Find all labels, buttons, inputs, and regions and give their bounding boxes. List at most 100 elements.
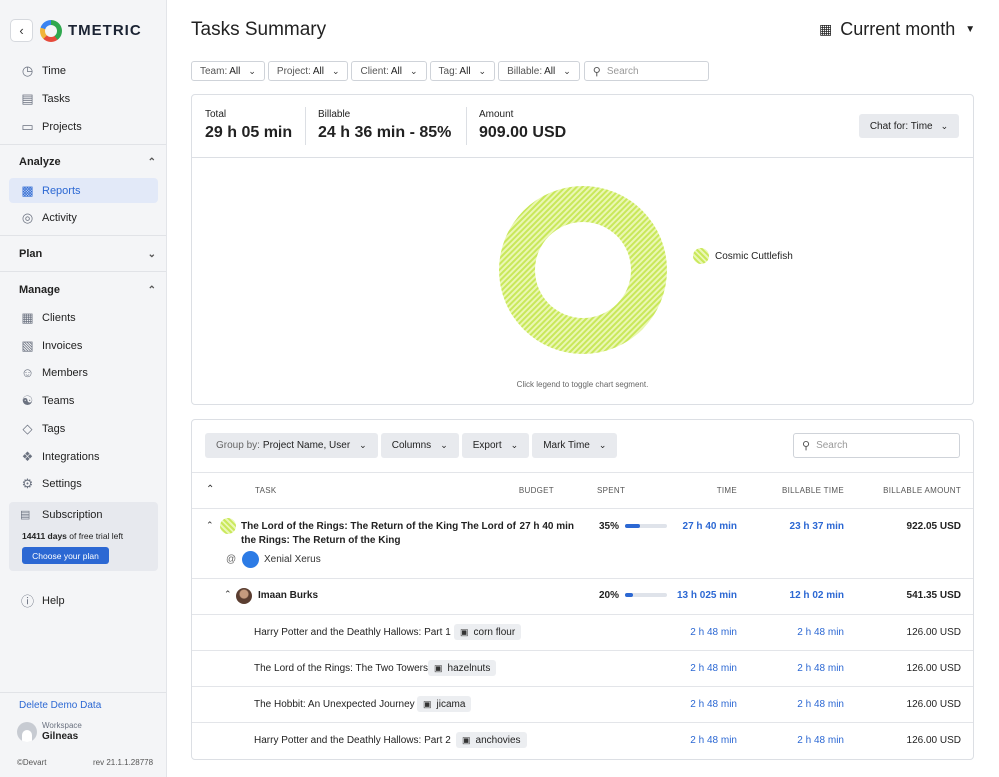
export-dropdown[interactable]: Export ⌄ bbox=[461, 433, 530, 458]
chevron-up-icon[interactable]: ⌃ bbox=[206, 520, 214, 530]
section-analyze[interactable]: Analyze ⌃ bbox=[19, 156, 156, 168]
clock-icon: ◷ bbox=[21, 62, 34, 78]
sidebar-item-time[interactable]: ◷ Time bbox=[9, 58, 158, 83]
subscription-label: Subscription bbox=[42, 508, 103, 521]
sidebar-item-tags[interactable]: ◇ Tags bbox=[9, 416, 158, 441]
tag-label: hazelnuts bbox=[447, 662, 491, 674]
task-time[interactable]: 2 h 48 min bbox=[690, 663, 737, 674]
chart-hint: Click legend to toggle chart segment. bbox=[516, 380, 649, 389]
period-label: Current month bbox=[840, 19, 956, 39]
sidebar-item-projects[interactable]: ▭ Projects bbox=[9, 114, 158, 139]
chevron-down-icon: ⌄ bbox=[331, 65, 340, 76]
task-time[interactable]: 2 h 48 min bbox=[690, 627, 737, 638]
user-icon: ☺ bbox=[20, 365, 35, 380]
project-time[interactable]: 27 h 40 min bbox=[682, 521, 737, 532]
task-billable-time[interactable]: 2 h 48 min bbox=[797, 627, 844, 638]
task-billable-time[interactable]: 2 h 48 min bbox=[797, 735, 844, 746]
person-time[interactable]: 13 h 025 min bbox=[676, 590, 737, 601]
person-spent-bar bbox=[625, 593, 667, 597]
brand: ‹ TMETRIC bbox=[10, 19, 142, 42]
task-tag[interactable]: ▣ anchovies bbox=[456, 732, 527, 748]
chevron-up-icon[interactable]: ⌃ bbox=[224, 589, 232, 599]
sidebar-item-help[interactable]: ⓘ Help bbox=[9, 588, 158, 613]
task-billable-time[interactable]: 2 h 48 min bbox=[797, 699, 844, 710]
divider bbox=[0, 271, 166, 272]
sidebar-item-label: Invoices bbox=[42, 339, 83, 352]
task-tag[interactable]: ▣ hazelnuts bbox=[428, 660, 497, 676]
revision: rev 21.1.1.28778 bbox=[93, 758, 154, 767]
sidebar-item-settings[interactable]: ⚙ Settings bbox=[9, 471, 158, 496]
collapse-all-icon[interactable]: ⌃ bbox=[206, 484, 215, 495]
sidebar-item-activity[interactable]: ◎ Activity bbox=[9, 205, 158, 230]
filter-team[interactable]: Team: All ⌄ bbox=[191, 61, 265, 81]
column-header-time[interactable]: TIME bbox=[716, 486, 737, 495]
project-billable-time[interactable]: 23 h 37 min bbox=[789, 521, 844, 532]
sidebar-item-label: Settings bbox=[42, 477, 82, 490]
column-header-task[interactable]: TASK bbox=[255, 486, 277, 495]
person-billable-amount: 541.35 USD bbox=[906, 590, 961, 601]
chevron-down-icon: ⌄ bbox=[563, 65, 571, 76]
back-button[interactable]: ‹ bbox=[10, 19, 33, 42]
filter-project[interactable]: Project: All ⌄ bbox=[267, 61, 349, 81]
sidebar-item-tasks[interactable]: ▤ Tasks bbox=[9, 86, 158, 111]
briefcase-icon: ▣ bbox=[423, 698, 432, 709]
team-icon: ☯ bbox=[21, 392, 34, 408]
group-by-dropdown[interactable]: Group by: Project Name, User ⌄ bbox=[205, 433, 378, 458]
choose-plan-button[interactable]: Choose your plan bbox=[22, 547, 109, 564]
section-manage[interactable]: Manage ⌃ bbox=[19, 284, 156, 296]
divider bbox=[192, 157, 973, 158]
mark-time-dropdown[interactable]: Mark Time ⌄ bbox=[532, 433, 618, 458]
task-name: The Hobbit: An Unexpected Journey bbox=[254, 699, 415, 710]
filter-billable[interactable]: Billable: All ⌄ bbox=[498, 61, 580, 81]
columns-dropdown[interactable]: Columns ⌄ bbox=[380, 433, 459, 458]
sidebar-item-reports[interactable]: ▩ Reports bbox=[9, 178, 158, 203]
column-header-spent[interactable]: SPENT bbox=[597, 486, 626, 495]
bar-chart-icon: ▩ bbox=[21, 182, 34, 198]
sidebar-item-label: Members bbox=[42, 366, 88, 379]
period-selector[interactable]: ▦ Current month ▼ bbox=[819, 19, 975, 40]
sidebar-item-label: Integrations bbox=[42, 450, 100, 463]
section-plan[interactable]: Plan ⌄ bbox=[19, 248, 156, 260]
donut-chart bbox=[499, 186, 667, 354]
person-billable-time[interactable]: 12 h 02 min bbox=[789, 590, 844, 601]
task-tag[interactable]: ▣ jicama bbox=[417, 696, 472, 712]
task-time[interactable]: 2 h 48 min bbox=[690, 699, 737, 710]
filter-client[interactable]: Client: All ⌄ bbox=[351, 61, 427, 81]
sidebar-item-clients[interactable]: ▦ Clients bbox=[9, 305, 158, 330]
filter-value: All bbox=[544, 65, 556, 77]
sidebar-item-label: Activity bbox=[42, 211, 77, 224]
filter-value: All bbox=[229, 65, 241, 77]
chevron-up-icon: ⌃ bbox=[147, 284, 156, 296]
legend-item[interactable]: Cosmic Cuttlefish bbox=[693, 248, 793, 264]
invoice-icon: ▧ bbox=[21, 337, 34, 353]
pie-slice-cosmic-cuttlefish[interactable] bbox=[499, 186, 667, 354]
subscription-panel: ▤ Subscription 14411 days of free trial l… bbox=[9, 502, 158, 571]
trial-days: 14411 days bbox=[22, 531, 67, 541]
billable-stat: Billable 24 h 36 min - 85% bbox=[318, 109, 451, 142]
task-billable-time[interactable]: 2 h 48 min bbox=[797, 663, 844, 674]
divider bbox=[192, 650, 973, 651]
group-by-label: Group by: bbox=[216, 440, 260, 451]
sidebar-item-invoices[interactable]: ▧ Invoices bbox=[9, 333, 158, 358]
legend-label: Cosmic Cuttlefish bbox=[715, 250, 793, 262]
workspace-switcher[interactable]: Workspace Gilneas bbox=[17, 721, 82, 742]
sidebar-item-label: Tasks bbox=[42, 92, 71, 105]
column-header-billable-time[interactable]: BILLABLE TIME bbox=[781, 486, 844, 495]
column-header-budget[interactable]: BUDGET bbox=[518, 486, 554, 495]
sidebar-item-members[interactable]: ☺ Members bbox=[9, 360, 158, 385]
delete-demo-data-link[interactable]: Delete Demo Data bbox=[19, 700, 102, 711]
section-title: Analyze bbox=[19, 156, 61, 168]
sidebar-item-subscription[interactable]: ▤ Subscription bbox=[20, 508, 103, 522]
table-search-input[interactable]: ⚲ Search bbox=[793, 433, 960, 458]
project-color-icon bbox=[220, 518, 236, 534]
sidebar-item-integrations[interactable]: ❖ Integrations bbox=[9, 444, 158, 469]
task-time[interactable]: 2 h 48 min bbox=[690, 735, 737, 746]
chat-for-dropdown[interactable]: Chat for: Time ⌄ bbox=[859, 114, 959, 138]
help-icon: ⓘ bbox=[20, 594, 34, 609]
filter-tag[interactable]: Tag: All ⌄ bbox=[429, 61, 496, 81]
task-tag[interactable]: ▣ corn flour bbox=[454, 624, 522, 640]
tag-label: corn flour bbox=[473, 626, 516, 638]
sidebar-item-teams[interactable]: ☯ Teams bbox=[9, 388, 158, 413]
filter-search-input[interactable]: ⚲ Search bbox=[583, 61, 709, 81]
column-header-billable-amount[interactable]: BILLABLE AMOUNT bbox=[883, 486, 961, 495]
